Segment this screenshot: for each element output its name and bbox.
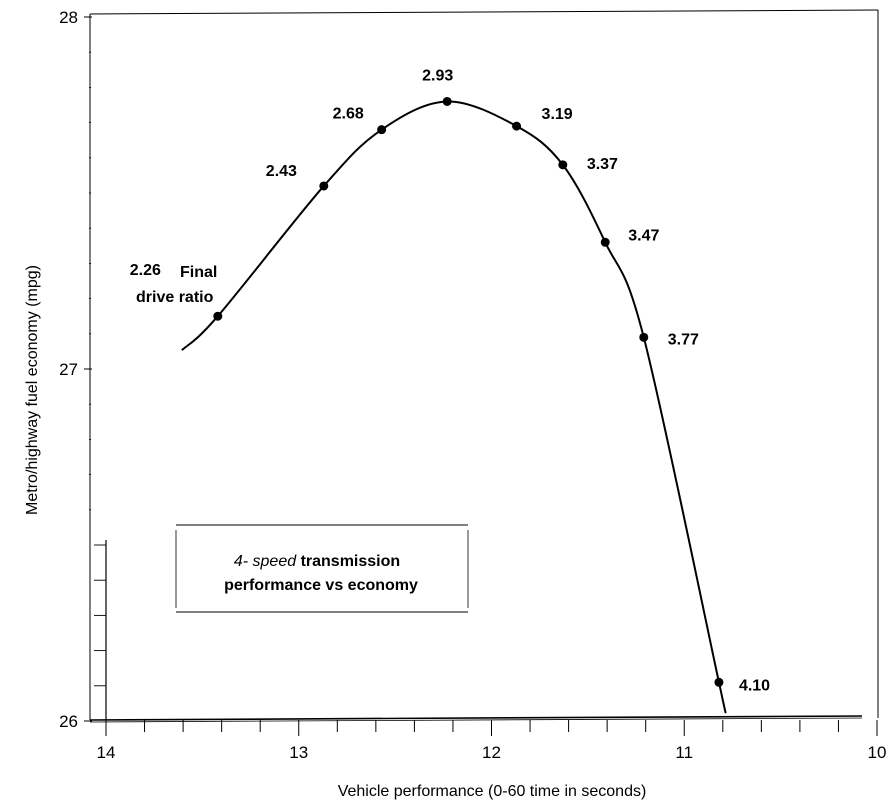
legend-box: 4- speed transmission performance vs eco… <box>175 524 469 613</box>
legend-line-1: 4- speed transmission <box>234 553 400 570</box>
y-tick-label: 26 <box>59 712 78 731</box>
y-tick-label: 28 <box>59 8 78 27</box>
x-tick-label: 11 <box>675 743 693 762</box>
x-tick-label: 12 <box>482 743 501 762</box>
data-point <box>512 121 522 131</box>
data-label: 2.43 <box>266 163 297 180</box>
data-label: 2.93 <box>422 67 453 84</box>
data-points <box>213 96 724 687</box>
axis-ticks: 14 13 12 11 10 26 27 28 <box>59 8 886 762</box>
data-label: 2.26 <box>130 262 161 279</box>
plot-border-top <box>89 9 879 15</box>
final-drive-annotation-line1: Final <box>180 264 217 281</box>
data-point <box>639 332 649 342</box>
x-tick-label: 13 <box>289 743 308 762</box>
x-tick-label: 10 <box>868 743 887 762</box>
legend-bold-part: transmission <box>301 553 401 570</box>
x-axis-line <box>89 715 863 721</box>
point-labels: 2.26 2.43 2.68 2.93 3.19 3.37 3.47 3.77 4.10 <box>130 67 770 694</box>
x-axis-label: Vehicle performance (0-60 time in second… <box>338 783 647 800</box>
data-curve <box>181 100 727 714</box>
data-label: 3.37 <box>587 156 618 173</box>
fuel-economy-line <box>181 100 727 714</box>
data-label: 3.47 <box>628 227 659 244</box>
data-label: 3.19 <box>542 106 573 123</box>
data-point <box>558 160 568 170</box>
legend-line-2: performance vs economy <box>224 577 418 594</box>
final-drive-annotation-line2: drive ratio <box>136 289 214 306</box>
data-label: 4.10 <box>739 677 770 694</box>
data-point <box>377 125 387 135</box>
data-point <box>714 677 724 687</box>
y-tick-label: 27 <box>59 360 78 379</box>
x-tick-label: 14 <box>97 743 116 762</box>
y-axis-label: Metro/highway fuel economy (mpg) <box>24 265 41 515</box>
legend-italic-part: 4- speed <box>234 553 297 570</box>
x-axis-line-inner <box>89 717 863 723</box>
data-point <box>442 96 452 106</box>
data-label: 3.77 <box>668 331 699 348</box>
data-point <box>600 237 610 247</box>
data-point <box>319 181 329 191</box>
data-point <box>213 311 223 321</box>
data-label: 2.68 <box>333 106 364 123</box>
